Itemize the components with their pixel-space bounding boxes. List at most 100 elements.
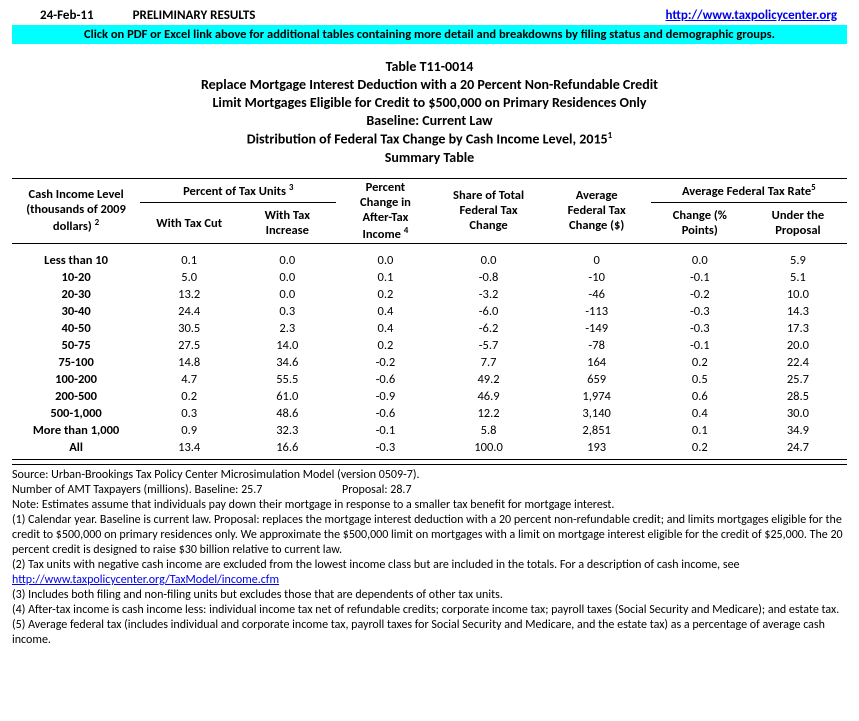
title-block: Table T11-0014 Replace Mortgage Interest… — [12, 58, 847, 166]
cell: 14.3 — [749, 303, 847, 320]
cell: 34.9 — [749, 422, 847, 439]
cell: 0.0 — [336, 252, 434, 269]
fn-1: (1) Calendar year. Baseline is current l… — [12, 513, 847, 558]
cell: -0.6 — [336, 371, 434, 388]
fn-amt: Number of AMT Taxpayers (millions). Base… — [12, 483, 847, 498]
cell: -0.1 — [651, 337, 749, 354]
row-label: 100-200 — [12, 371, 140, 388]
top-row: 24-Feb-11 PRELIMINARY RESULTS http://www… — [12, 8, 847, 25]
cell: 0.9 — [140, 422, 238, 439]
cell: 0.2 — [336, 286, 434, 303]
cell: 10.0 — [749, 286, 847, 303]
cell: 48.6 — [238, 405, 336, 422]
fn-note: Note: Estimates assume that individuals … — [12, 498, 847, 513]
cell: -0.1 — [336, 422, 434, 439]
table-row: More than 1,0000.932.3-0.15.82,8510.134.… — [12, 422, 847, 439]
cell: -5.7 — [434, 337, 542, 354]
table-row: 200-5000.261.0-0.946.91,9740.628.5 — [12, 388, 847, 405]
table-row: 30-4024.40.30.4-6.0-113-0.314.3 — [12, 303, 847, 320]
cell: -0.2 — [651, 286, 749, 303]
cell: 5.9 — [749, 252, 847, 269]
cell: 46.9 — [434, 388, 542, 405]
cell: 24.4 — [140, 303, 238, 320]
cell: -0.1 — [651, 269, 749, 286]
cell: 28.5 — [749, 388, 847, 405]
cell: 0.4 — [336, 303, 434, 320]
cell: -0.3 — [651, 303, 749, 320]
income-link[interactable]: http://www.taxpolicycenter.org/TaxModel/… — [12, 573, 279, 587]
cell: 0.4 — [336, 320, 434, 337]
cell: 13.2 — [140, 286, 238, 303]
date: 24-Feb-11 — [40, 8, 94, 23]
cell: -6.0 — [434, 303, 542, 320]
col-share: Share of Total Federal Tax Change — [434, 178, 542, 243]
cell: 0.1 — [651, 422, 749, 439]
col-avg: Average Federal Tax Change ($) — [543, 178, 651, 243]
cell: 14.0 — [238, 337, 336, 354]
cell: 2,851 — [543, 422, 651, 439]
cell: 0.0 — [238, 252, 336, 269]
data-table: Cash Income Level (thousands of 2009 dol… — [12, 178, 847, 460]
cell: 27.5 — [140, 337, 238, 354]
row-label: 10-20 — [12, 269, 140, 286]
fn-5: (5) Average federal tax (includes indivi… — [12, 618, 847, 648]
fn-2: (2) Tax units with negative cash income … — [12, 558, 847, 588]
cell: 12.2 — [434, 405, 542, 422]
col-with-inc: With TaxIncrease — [238, 203, 336, 243]
cell: 2.3 — [238, 320, 336, 337]
cell: 30.5 — [140, 320, 238, 337]
cell: 5.0 — [140, 269, 238, 286]
cell: 24.7 — [749, 439, 847, 460]
row-label: More than 1,000 — [12, 422, 140, 439]
table-row: 40-5030.52.30.4-6.2-149-0.317.3 — [12, 320, 847, 337]
col-pct-units: Percent of Tax Units 3 — [140, 178, 336, 203]
row-label: 500-1,000 — [12, 405, 140, 422]
cell: 5.8 — [434, 422, 542, 439]
cell: -0.6 — [336, 405, 434, 422]
cell: 0.2 — [651, 439, 749, 460]
table-row: 20-3013.20.00.2-3.2-46-0.210.0 — [12, 286, 847, 303]
baseline: Baseline: Current Law — [12, 112, 847, 129]
cell: 61.0 — [238, 388, 336, 405]
col-pct-change: Percent Change in After-Tax Income 4 — [336, 178, 434, 243]
fn-4: (4) After-tax income is cash income less… — [12, 603, 847, 618]
fn-3: (3) Includes both filing and non-filing … — [12, 588, 847, 603]
col-rate-under: Under theProposal — [749, 203, 847, 243]
col-rate-chg: Change (%Points) — [651, 203, 749, 243]
row-label: 200-500 — [12, 388, 140, 405]
row-label: Less than 10 — [12, 252, 140, 269]
row-label: All — [12, 439, 140, 460]
cell: 193 — [543, 439, 651, 460]
cell: 20.0 — [749, 337, 847, 354]
table-row: 50-7527.514.00.2-5.7-78-0.120.0 — [12, 337, 847, 354]
instruction-bar: Click on PDF or Excel link above for add… — [12, 25, 847, 44]
cell: 14.8 — [140, 354, 238, 371]
cell: 100.0 — [434, 439, 542, 460]
cell: 4.7 — [140, 371, 238, 388]
row-label: 50-75 — [12, 337, 140, 354]
org-link[interactable]: http://www.taxpolicycenter.org — [666, 8, 837, 23]
cell: 0.4 — [651, 405, 749, 422]
cell: 25.7 — [749, 371, 847, 388]
summary-label: Summary Table — [12, 149, 847, 166]
row-label: 30-40 — [12, 303, 140, 320]
cell: 34.6 — [238, 354, 336, 371]
cell: -113 — [543, 303, 651, 320]
title-line2: Limit Mortgages Eligible for Credit to $… — [12, 94, 847, 111]
col-with-cut: With Tax Cut — [140, 203, 238, 243]
cell: -149 — [543, 320, 651, 337]
row-label: 75-100 — [12, 354, 140, 371]
cell: 22.4 — [749, 354, 847, 371]
cell: 0.5 — [651, 371, 749, 388]
cell: 0.0 — [434, 252, 542, 269]
cell: -46 — [543, 286, 651, 303]
cell: 30.0 — [749, 405, 847, 422]
cell: 5.1 — [749, 269, 847, 286]
cell: 164 — [543, 354, 651, 371]
prelim-label: PRELIMINARY RESULTS — [133, 8, 256, 23]
cell: 17.3 — [749, 320, 847, 337]
table-number: Table T11-0014 — [12, 58, 847, 75]
fn-source: Source: Urban-Brookings Tax Policy Cente… — [12, 468, 847, 483]
cell: -6.2 — [434, 320, 542, 337]
cell: 0.1 — [140, 252, 238, 269]
